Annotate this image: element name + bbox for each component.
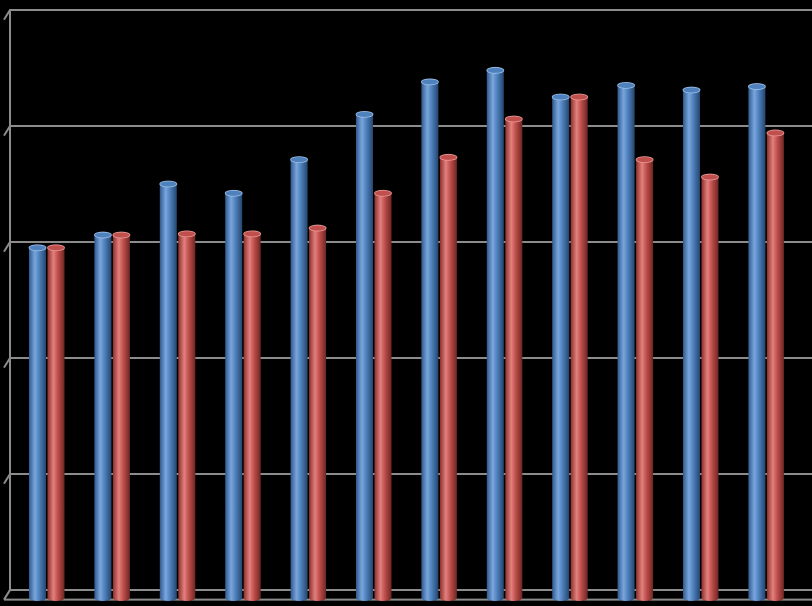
bar-cap [748, 83, 766, 90]
bar-body [636, 159, 654, 598]
bar-body [159, 184, 177, 598]
bar-cap [177, 230, 196, 238]
bar [177, 230, 196, 601]
bar-body [356, 114, 373, 599]
bar [47, 244, 65, 601]
bar-body [243, 233, 261, 598]
bar-body [701, 177, 719, 599]
bar-body [486, 70, 504, 598]
bar-cap [374, 189, 392, 197]
bar-cap [355, 111, 374, 118]
bar-cap [551, 93, 570, 101]
bar [439, 153, 458, 601]
bar-cap [617, 82, 635, 89]
bar-cap [308, 224, 327, 232]
bar-cap [112, 231, 131, 239]
bar-cap [766, 129, 785, 137]
gridline [3, 9, 812, 21]
bar-body [29, 247, 46, 599]
bar-body [112, 235, 130, 599]
bar-body [47, 247, 65, 599]
bar-body [225, 193, 243, 598]
bar [290, 156, 309, 601]
bar-body [309, 228, 327, 598]
bar-cap [439, 153, 458, 161]
bar [224, 189, 243, 601]
bar-body [290, 159, 308, 598]
bar-cap [94, 231, 112, 239]
bar-body [683, 90, 700, 598]
bar [748, 83, 766, 601]
bar-cap [159, 180, 178, 188]
bar [486, 66, 505, 601]
bar [94, 231, 112, 601]
bar-cap [701, 173, 719, 181]
bar [766, 129, 785, 601]
bar [112, 231, 131, 601]
bar-cap [486, 66, 505, 74]
bar [28, 244, 47, 601]
gridline [3, 473, 812, 485]
gridline [3, 241, 812, 253]
bar [159, 180, 178, 601]
bar-body [748, 86, 766, 598]
bar [243, 230, 262, 601]
bar [308, 224, 327, 601]
bar-body [421, 81, 439, 599]
bar-cap [682, 86, 701, 94]
bar-body [178, 233, 196, 598]
bar-cap [635, 156, 654, 164]
gridline [3, 589, 812, 601]
bar [355, 111, 374, 601]
side-wall [3, 10, 11, 601]
bar-cap [420, 78, 439, 86]
bar-cap [224, 189, 243, 197]
bar-cap [47, 244, 65, 252]
bar [635, 156, 654, 601]
bar-body [617, 85, 635, 598]
bars [28, 66, 785, 601]
bar-cap [504, 115, 523, 123]
bar-body [570, 97, 588, 598]
bar-cap [28, 244, 47, 252]
bar [682, 86, 701, 601]
bar [551, 93, 570, 601]
gridline [3, 125, 812, 137]
bar-cap [570, 93, 589, 101]
bar [570, 93, 589, 601]
bar [504, 115, 523, 601]
bar-cap [243, 230, 262, 238]
gridlines [3, 9, 812, 601]
bar-cap [290, 156, 309, 164]
bar-body [505, 119, 523, 598]
bar [374, 189, 392, 601]
bar-body [552, 97, 570, 598]
bar-body [374, 193, 392, 598]
bar-body [94, 235, 112, 599]
bar [617, 82, 635, 601]
bar-body [766, 132, 784, 598]
bar-body [439, 157, 457, 598]
bar [701, 173, 719, 601]
bar [420, 78, 439, 601]
gridline [3, 357, 812, 369]
